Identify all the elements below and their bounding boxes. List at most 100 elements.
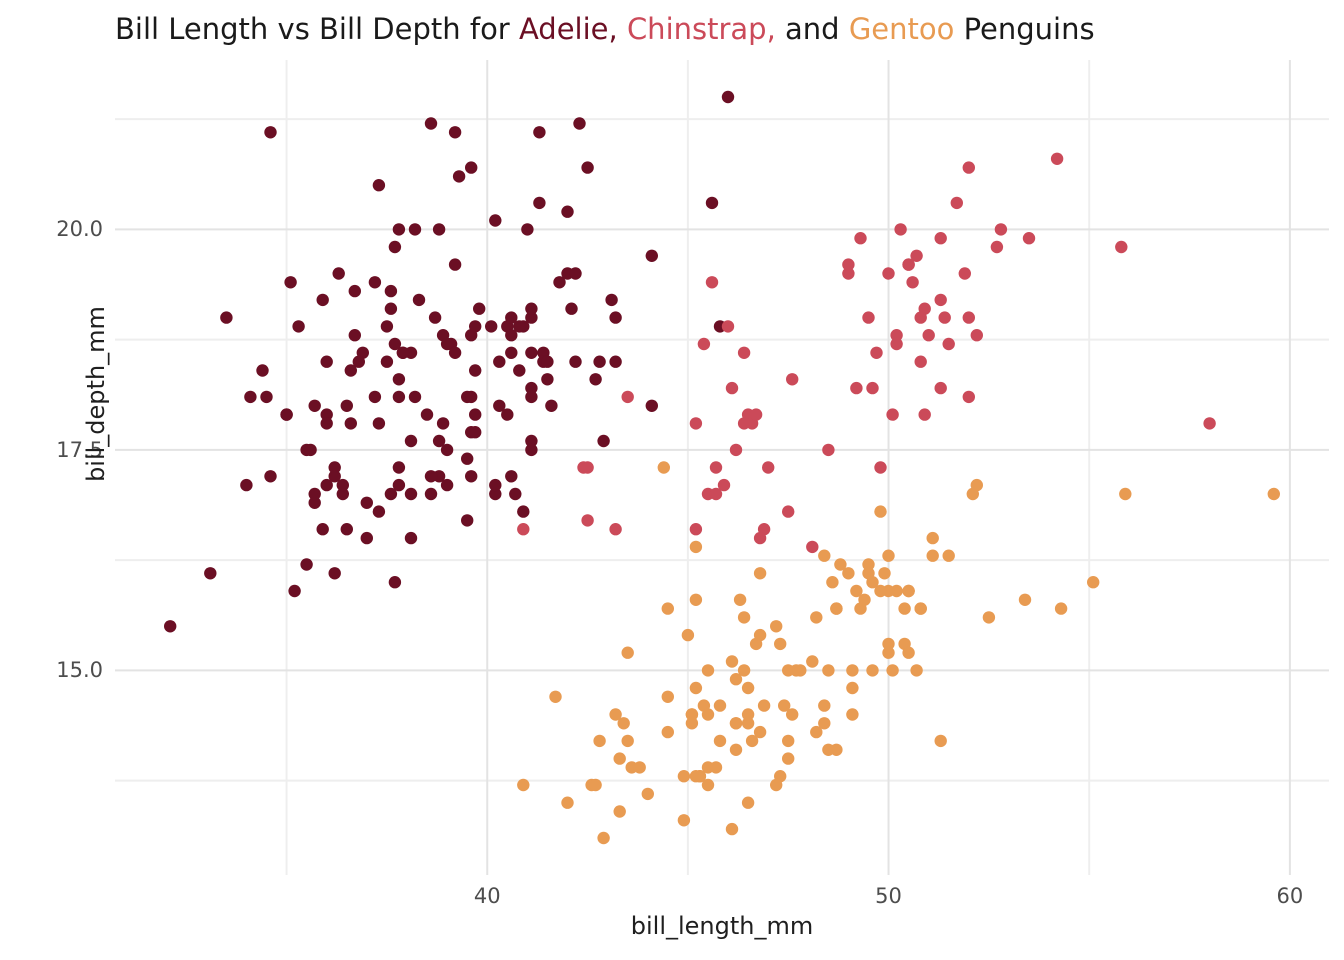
data-point-adelie bbox=[264, 126, 277, 139]
data-point-adelie bbox=[244, 390, 257, 404]
data-point-chinstrap bbox=[850, 381, 863, 395]
data-point-gentoo bbox=[613, 752, 626, 765]
data-point-adelie bbox=[452, 170, 466, 183]
data-point-gentoo bbox=[1119, 487, 1132, 501]
data-point-adelie bbox=[573, 117, 586, 130]
data-point-adelie bbox=[164, 620, 177, 633]
chart-title: Bill Length vs Bill Depth for Adelie, Ch… bbox=[115, 11, 1095, 47]
data-point-adelie bbox=[320, 478, 333, 492]
data-point-adelie bbox=[513, 320, 526, 333]
data-point-gentoo bbox=[782, 752, 795, 765]
data-point-gentoo bbox=[874, 584, 887, 598]
data-point-chinstrap bbox=[609, 523, 622, 536]
data-point-gentoo bbox=[806, 655, 819, 668]
data-point-chinstrap bbox=[886, 408, 899, 421]
data-point-chinstrap bbox=[994, 223, 1008, 236]
data-point-gentoo bbox=[970, 478, 983, 492]
data-point-gentoo bbox=[882, 549, 895, 562]
data-point-adelie bbox=[448, 258, 462, 271]
gridlines-major bbox=[115, 60, 1329, 875]
data-point-gentoo bbox=[609, 708, 622, 721]
data-point-adelie bbox=[372, 505, 386, 518]
data-point-chinstrap bbox=[709, 461, 723, 474]
data-point-adelie bbox=[396, 346, 410, 359]
data-point-gentoo bbox=[810, 725, 823, 739]
data-point-adelie bbox=[348, 329, 361, 342]
data-point-chinstrap bbox=[918, 408, 931, 421]
data-point-adelie bbox=[721, 90, 735, 104]
gridlines-minor bbox=[115, 60, 1329, 875]
data-point-gentoo bbox=[898, 602, 911, 615]
data-point-gentoo bbox=[834, 558, 847, 571]
data-point-gentoo bbox=[701, 708, 715, 721]
data-point-gentoo bbox=[709, 761, 723, 774]
data-point-adelie bbox=[328, 470, 341, 483]
data-point-adelie bbox=[316, 523, 329, 536]
data-point-adelie bbox=[465, 390, 478, 404]
data-point-adelie bbox=[308, 399, 321, 412]
data-point-gentoo bbox=[934, 734, 947, 748]
data-point-adelie bbox=[308, 496, 321, 509]
data-point-adelie bbox=[280, 408, 293, 421]
data-point-gentoo bbox=[741, 796, 755, 809]
data-point-chinstrap bbox=[990, 240, 1004, 254]
data-point-adelie bbox=[344, 417, 357, 430]
data-point-gentoo bbox=[1087, 576, 1100, 589]
data-point-adelie bbox=[348, 284, 361, 298]
data-point-adelie bbox=[292, 320, 305, 333]
data-point-gentoo bbox=[729, 717, 743, 730]
data-point-gentoo bbox=[1267, 487, 1281, 501]
data-point-gentoo bbox=[942, 549, 955, 562]
data-point-adelie bbox=[505, 470, 518, 483]
data-point-chinstrap bbox=[581, 461, 594, 474]
data-point-chinstrap bbox=[697, 337, 711, 351]
x-tick-label: 40 bbox=[473, 884, 501, 908]
data-point-gentoo bbox=[846, 664, 859, 677]
data-point-adelie bbox=[489, 487, 502, 501]
data-point-gentoo bbox=[842, 567, 855, 580]
data-point-adelie bbox=[469, 426, 482, 439]
data-point-adelie bbox=[372, 179, 386, 192]
data-point-gentoo bbox=[858, 593, 871, 606]
data-point-adelie bbox=[344, 364, 357, 377]
data-point-chinstrap bbox=[1203, 417, 1216, 430]
data-point-adelie bbox=[469, 364, 482, 377]
data-point-adelie bbox=[605, 293, 618, 307]
data-point-gentoo bbox=[517, 778, 530, 792]
data-point-adelie bbox=[320, 408, 333, 421]
data-point-adelie bbox=[384, 284, 398, 298]
data-point-chinstrap bbox=[870, 346, 883, 359]
data-point-gentoo bbox=[982, 611, 996, 624]
data-point-chinstrap bbox=[914, 311, 927, 324]
data-point-adelie bbox=[465, 470, 478, 483]
data-point-chinstrap bbox=[786, 373, 799, 386]
data-point-gentoo bbox=[902, 584, 915, 598]
data-point-chinstrap bbox=[950, 196, 963, 210]
data-point-chinstrap bbox=[725, 381, 739, 395]
data-point-gentoo bbox=[902, 646, 915, 659]
data-point-adelie bbox=[304, 443, 317, 457]
data-point-gentoo bbox=[910, 664, 923, 677]
data-point-adelie bbox=[360, 531, 373, 545]
data-point-adelie bbox=[448, 126, 462, 139]
data-point-adelie bbox=[485, 320, 498, 333]
data-point-gentoo bbox=[1054, 602, 1068, 615]
data-point-adelie bbox=[284, 276, 297, 289]
data-point-adelie bbox=[384, 487, 398, 501]
data-point-adelie bbox=[380, 355, 394, 368]
data-point-adelie bbox=[404, 487, 418, 501]
data-point-adelie bbox=[593, 355, 606, 368]
data-point-adelie bbox=[553, 276, 566, 289]
data-point-gentoo bbox=[818, 699, 831, 712]
data-point-gentoo bbox=[689, 540, 703, 554]
data-point-gentoo bbox=[822, 743, 835, 756]
x-axis-title: bill_length_mm bbox=[630, 912, 814, 940]
data-point-adelie bbox=[645, 249, 658, 262]
data-point-chinstrap bbox=[874, 461, 887, 474]
data-point-adelie bbox=[645, 399, 658, 412]
data-point-gentoo bbox=[589, 778, 602, 792]
data-point-adelie bbox=[436, 417, 450, 430]
data-point-adelie bbox=[328, 567, 341, 580]
data-point-adelie bbox=[320, 355, 333, 368]
data-point-chinstrap bbox=[934, 232, 947, 245]
